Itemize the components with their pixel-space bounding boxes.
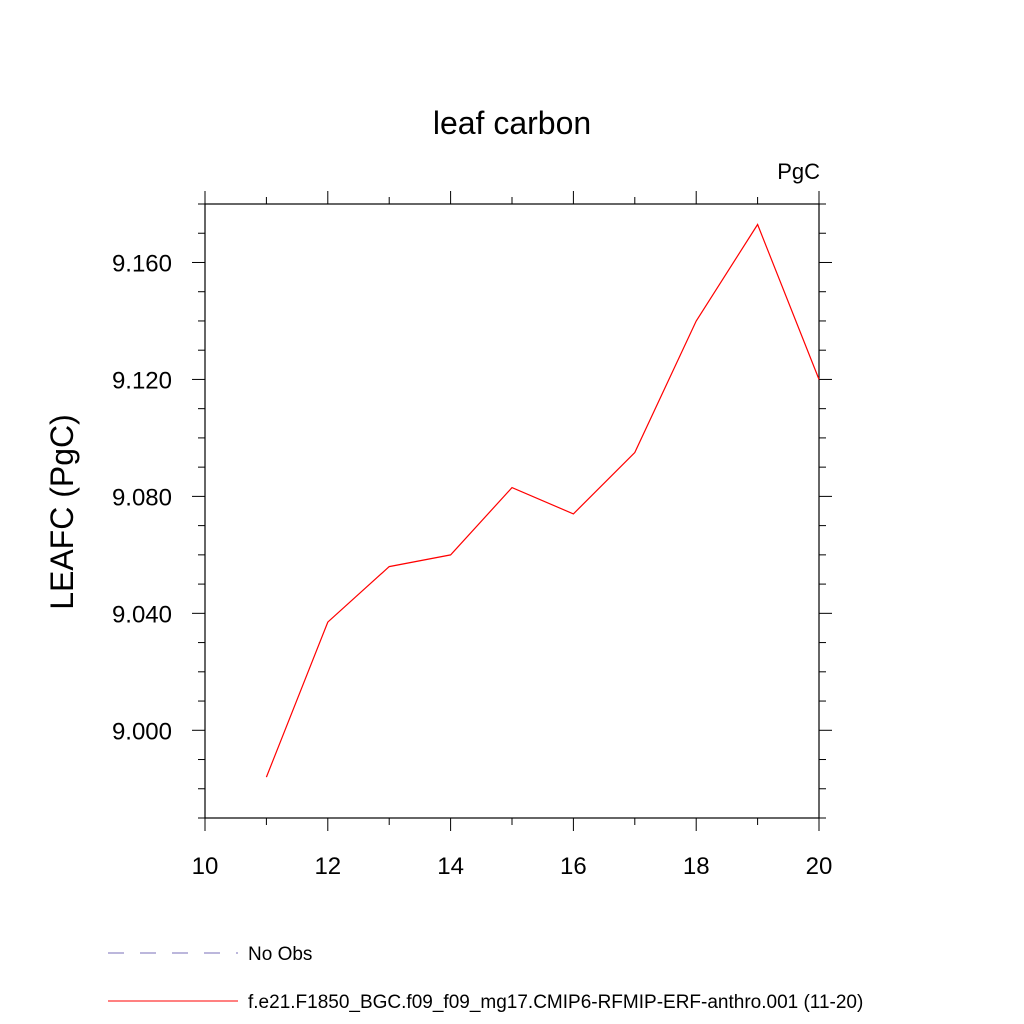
series-layer — [265, 223, 820, 778]
y-tick-label: 9.160 — [112, 250, 172, 277]
legend-label-no-obs: No Obs — [248, 944, 312, 965]
ticks — [192, 191, 832, 831]
plot-frame — [204, 203, 820, 819]
legend-label-run: f.e21.F1850_BGC.f09_f09_mg17.CMIP6-RFMIP… — [248, 992, 863, 1013]
y-axis-title: LEAFC (PgC) — [44, 414, 80, 610]
tick-labels: 10 12 14 16 18 20 9.000 9.040 9.080 9.120 9.160 — [112, 250, 832, 880]
legend: No Obs f.e21.F1850_BGC.f09_f09_mg17.CMIP… — [108, 944, 863, 1013]
x-tick-label: 16 — [560, 853, 587, 880]
y-tick-label: 9.120 — [112, 367, 172, 394]
y-tick-label: 9.040 — [112, 601, 172, 628]
units-label: PgC — [777, 159, 820, 184]
x-tick-label: 18 — [683, 853, 710, 880]
x-tick-label: 20 — [806, 853, 833, 880]
series-line — [265, 223, 820, 778]
x-tick-label: 14 — [437, 853, 464, 880]
y-tick-label: 9.080 — [112, 484, 172, 511]
x-tick-label: 10 — [192, 853, 219, 880]
y-tick-label: 9.000 — [112, 718, 172, 745]
x-tick-label: 12 — [314, 853, 341, 880]
chart-title: leaf carbon — [433, 105, 591, 141]
